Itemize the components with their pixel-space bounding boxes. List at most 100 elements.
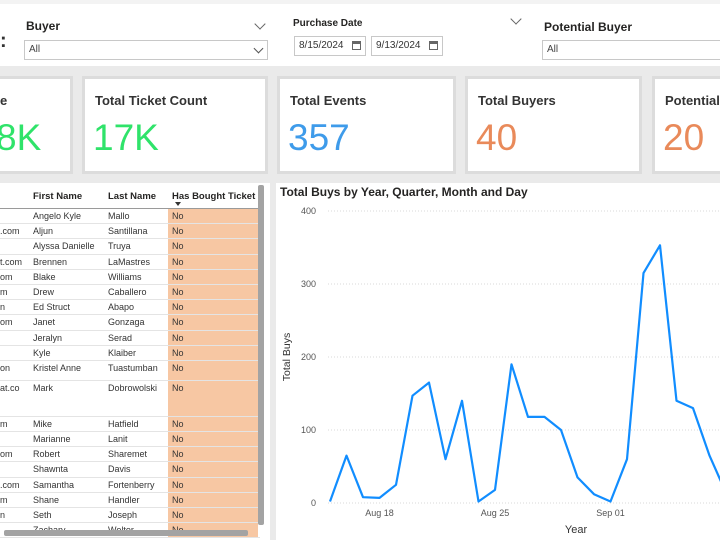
table-row[interactable]: at.co Mark Dobrowolski No [0,380,260,417]
potential-buyer-dropdown[interactable]: All [542,40,720,60]
cell-first-name: Brennen [33,256,68,267]
cell-email: .com [0,479,20,490]
cell-email: om [0,449,13,460]
header-divider [0,208,258,209]
data-point [411,394,413,396]
table-row[interactable]: Jeralyn Serad No [0,330,260,346]
cell-first-name: Mark [33,382,53,393]
cell-email: at.co [0,382,20,393]
table-row[interactable]: Shawnta Davis No [0,462,260,478]
buyer-slicer-title: Buyer [26,19,61,33]
kpi-label: Total Buyers [478,93,556,108]
horizontal-scrollbar[interactable] [4,530,248,536]
purchase-date-chevron-icon[interactable] [510,13,522,25]
kpi-value: 17K [93,117,159,158]
slicer-fragment: : [0,30,7,52]
y-tick-label: 100 [301,425,316,435]
x-tick-label: Sep 01 [596,508,625,518]
buyer-dropdown[interactable]: All [24,40,268,60]
cell-last-name: Lanit [108,434,128,445]
cell-email: om [0,271,13,282]
data-point [543,416,545,418]
cell-first-name: Drew [33,286,55,297]
table-row[interactable]: om Robert Sharemet No [0,447,260,463]
cell-first-name: Samantha [33,479,75,490]
column-header-first-name[interactable]: First Name [33,191,83,202]
chart-title: Total Buys by Year, Quarter, Month and D… [280,185,528,199]
table-row[interactable]: Alyssa Danielle Truya No [0,239,260,255]
data-point [626,458,628,460]
cell-has-bought-ticket: No [168,477,258,492]
table-row[interactable]: m Drew Caballero No [0,284,260,301]
cell-first-name: Alyssa Danielle [33,241,95,252]
cell-has-bought-ticket: No [168,284,258,300]
cell-last-name: Abapo [108,302,135,313]
data-point [708,454,710,456]
table-row[interactable]: m Shane Handler No [0,492,260,508]
table-row[interactable]: n Seth Joseph No [0,508,260,524]
cell-first-name: Janet [33,317,56,328]
data-point [593,493,595,495]
table-row[interactable]: on Kristel Anne Tuastumban No [0,360,260,381]
calendar-icon[interactable] [429,41,438,50]
column-header-last-name[interactable]: Last Name [108,191,157,202]
series-line-total-buys [328,244,720,503]
kpi-label: Total Events [290,93,367,108]
kpi-card-partial: e 8K [0,76,73,174]
start-date-input[interactable]: 8/15/2024 [294,36,366,56]
cell-first-name: Aljun [33,226,54,237]
table-row[interactable]: om Blake Williams No [0,269,260,285]
buyer-dropdown-value: All [29,44,41,55]
cell-has-bought-ticket: No [168,432,258,447]
table-row[interactable]: .com Aljun Santillana No [0,224,260,240]
y-tick-label: 300 [301,279,316,289]
cell-has-bought-ticket: No [168,269,258,284]
calendar-icon[interactable] [352,41,361,50]
data-point [527,416,529,418]
cell-first-name: Ed Struct [33,302,71,313]
cell-first-name: Blake [33,271,56,282]
cell-email: om [0,317,13,328]
end-date-input[interactable]: 9/13/2024 [371,36,443,56]
buyer-collapse-chevron-icon[interactable] [254,18,266,30]
table-row[interactable]: Marianne Lanit No [0,432,260,448]
cell-email: n [0,510,6,520]
vertical-scrollbar[interactable] [258,185,264,525]
table-row[interactable]: om Janet Gonzaga No [0,315,260,331]
kpi-value: 20 [663,117,705,158]
cell-email: .com [0,226,20,237]
data-point [692,407,694,409]
data-point [659,244,661,246]
cell-has-bought-ticket: No [168,380,258,416]
table-row[interactable]: Angelo Kyle Mallo No [0,209,260,225]
y-tick-label: 0 [311,498,316,508]
sort-descending-icon[interactable] [175,202,181,206]
table-row[interactable]: n Ed Struct Abapo No [0,300,260,316]
data-point [428,381,430,383]
table-row[interactable]: Kyle Klaiber No [0,345,260,361]
cell-first-name: Marianne [33,434,71,445]
cell-first-name: Shane [33,494,60,505]
cell-has-bought-ticket: No [168,508,258,523]
cell-first-name: Jeralyn [33,332,63,343]
data-point [675,400,677,402]
data-point [560,429,562,431]
x-axis-label: Year [565,524,588,536]
table-row[interactable]: t.com Brennen LaMastres No [0,254,260,270]
data-point [329,500,331,502]
cell-last-name: Klaiber [108,347,137,358]
cell-last-name: Hatfield [108,418,139,429]
y-tick-label: 200 [301,352,316,362]
cell-has-bought-ticket: No [168,416,258,432]
data-point [345,454,347,456]
kpi-card-buyers: Total Buyers 40 [465,76,642,174]
table-row[interactable]: .com Samantha Fortenberry No [0,477,260,493]
cell-email: m [0,494,8,505]
data-point [494,489,496,491]
cell-last-name: Truya [108,241,131,252]
table-row[interactable]: m Mike Hatfield No [0,416,260,433]
column-header-has-bought-ticket[interactable]: Has Bought Ticket [172,191,256,202]
cell-last-name: Mallo [108,211,130,221]
purchase-date-title: Purchase Date [293,18,363,29]
cell-has-bought-ticket: No [168,345,258,360]
